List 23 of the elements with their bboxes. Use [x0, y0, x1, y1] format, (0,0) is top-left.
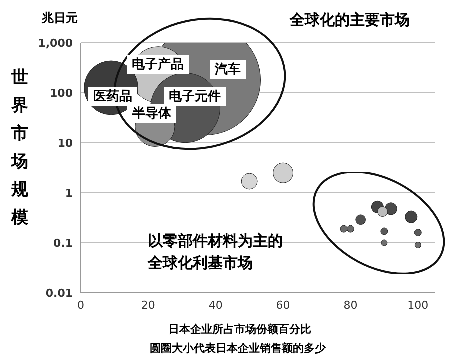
text: 圆圈大小代表日本企业销售额的多少	[150, 341, 326, 356]
annotation: 医药品	[88, 88, 138, 106]
y-tick-label: 10	[58, 136, 74, 150]
x-tick-label: 100	[408, 298, 429, 312]
x-tick-label: 20	[141, 298, 156, 312]
y-tick-label: 100	[50, 86, 74, 100]
annotation: 半导体	[128, 104, 176, 124]
y-tick-label: 0.1	[54, 236, 73, 250]
x-tick-label: 80	[344, 298, 358, 312]
x-tick-label: 60	[276, 298, 290, 312]
x-axis-title: 日本企业所占市场份额百分比	[168, 322, 312, 337]
annotation: 电子产品	[127, 56, 189, 74]
y-axis-title: 世界市场规模	[10, 67, 30, 230]
y-tick-label: 1,000	[38, 36, 74, 50]
x-tick-label: 0	[78, 298, 84, 312]
y-tick-label: 1	[65, 186, 73, 200]
text: 兆日元	[42, 10, 78, 27]
y-tick-label: 0.01	[46, 286, 73, 300]
annotation: 以零部件材料为主的全球化利基市场	[148, 231, 284, 274]
text: 全球化的主要市场	[290, 11, 410, 30]
x-tick-label: 40	[208, 298, 223, 312]
annotation: 汽车	[210, 60, 246, 80]
annotation: 电子元件	[164, 88, 226, 106]
